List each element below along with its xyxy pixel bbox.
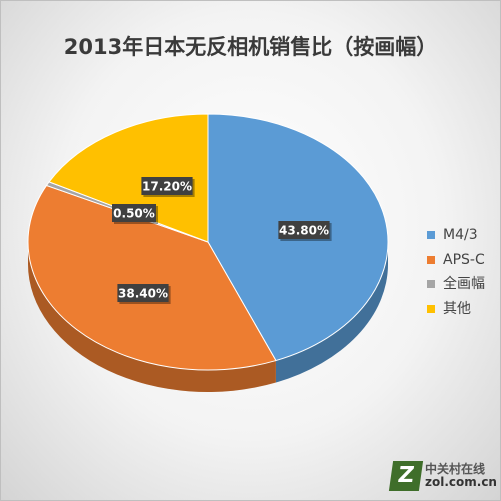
data-label-text-apsc: 38.40% bbox=[118, 287, 168, 301]
data-label-box-other bbox=[141, 177, 193, 195]
zol-watermark-url: zol.com.cn bbox=[425, 475, 497, 489]
data-label-text-other: 17.20% bbox=[142, 180, 192, 194]
legend-label-m43: M4/3 bbox=[443, 227, 478, 243]
data-label-m43: 43.80% bbox=[278, 221, 332, 241]
chart-title: 2013年日本无反相机销售比（按画幅） bbox=[63, 35, 438, 59]
legend-swatch-apsc bbox=[427, 255, 435, 264]
pie-slice-apsc bbox=[27, 184, 277, 371]
pie-side-apsc bbox=[28, 242, 276, 392]
data-label-box-m43 bbox=[278, 221, 330, 239]
data-label-text-fullframe: 0.50% bbox=[113, 207, 155, 221]
zol-watermark: Z 中关村在线 zol.com.cn bbox=[388, 455, 497, 493]
zol-watermark-name: 中关村在线 bbox=[425, 462, 486, 476]
data-label-other: 17.20% bbox=[141, 177, 195, 197]
pie-slice-other bbox=[48, 113, 209, 243]
data-label-text-m43: 43.80% bbox=[279, 224, 329, 238]
pie-side-shade-m43 bbox=[275, 242, 388, 383]
data-label-box-fullframe bbox=[112, 204, 156, 222]
pie-side-m43 bbox=[275, 242, 388, 383]
legend-item-m43: M4/3 bbox=[427, 223, 485, 248]
legend-label-other: 其他 bbox=[443, 300, 471, 317]
legend-label-fullframe: 全画幅 bbox=[443, 276, 485, 292]
pie-side-shade-apsc bbox=[28, 242, 276, 392]
legend-swatch-fullframe bbox=[427, 280, 435, 289]
legend-item-fullframe: 全画幅 bbox=[427, 272, 485, 297]
legend-item-other: 其他 bbox=[427, 297, 485, 322]
data-label-box-apsc bbox=[117, 284, 169, 302]
legend-swatch-other bbox=[427, 304, 435, 313]
legend-swatch-m43 bbox=[427, 231, 435, 240]
zol-logo-icon: Z bbox=[388, 461, 424, 491]
data-label-fullframe: 0.50% bbox=[112, 204, 158, 224]
legend-label-apsc: APS-C bbox=[443, 251, 485, 268]
data-label-apsc: 38.40% bbox=[117, 284, 171, 304]
chart-legend: M4/3 APS-C 全画幅 其他 bbox=[427, 223, 485, 321]
legend-item-apsc: APS-C bbox=[427, 248, 485, 273]
